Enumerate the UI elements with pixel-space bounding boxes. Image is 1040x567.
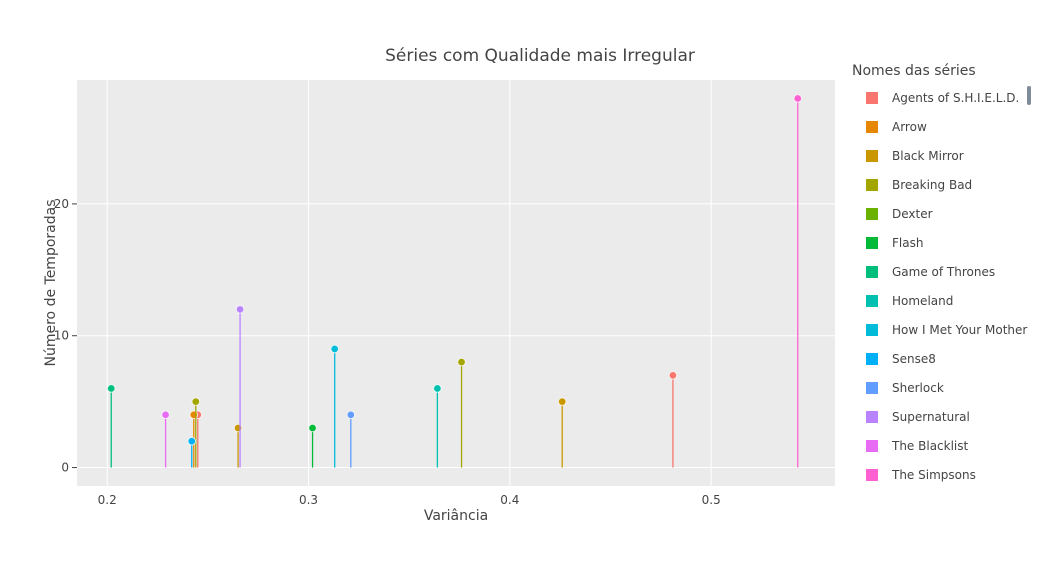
legend-item[interactable]: Sherlock bbox=[866, 381, 944, 395]
legend-label: Black Mirror bbox=[892, 149, 964, 163]
legend-item[interactable]: Flash bbox=[866, 236, 923, 250]
legend-swatch bbox=[866, 295, 878, 307]
legend-swatch bbox=[866, 469, 878, 481]
legend-label: Dexter bbox=[892, 207, 933, 221]
data-point[interactable] bbox=[668, 370, 678, 380]
data-point[interactable] bbox=[793, 94, 803, 103]
legend-swatch bbox=[866, 208, 878, 220]
legend-swatch bbox=[866, 150, 878, 162]
legend-label: Homeland bbox=[892, 294, 953, 308]
legend-item[interactable]: The Simpsons bbox=[866, 468, 976, 482]
data-point[interactable] bbox=[191, 397, 201, 406]
legend-swatch bbox=[866, 237, 878, 249]
legend-label: Game of Thrones bbox=[892, 265, 995, 279]
data-point[interactable] bbox=[308, 423, 317, 433]
data-point[interactable] bbox=[161, 410, 170, 420]
legend-swatch bbox=[866, 440, 878, 452]
legend-label: Sense8 bbox=[892, 352, 936, 366]
legend-label: Sherlock bbox=[892, 381, 944, 395]
x-tick-label: 0.4 bbox=[500, 493, 519, 507]
legend-item[interactable]: Sense8 bbox=[866, 352, 936, 366]
legend-title: Nomes das séries bbox=[852, 63, 976, 79]
data-point[interactable] bbox=[457, 357, 466, 367]
legend-label: Arrow bbox=[892, 120, 927, 134]
legend-item[interactable]: Agents of S.H.I.E.L.D. bbox=[866, 91, 1019, 105]
legend-swatch bbox=[866, 353, 878, 365]
x-tick-label: 0.5 bbox=[702, 493, 721, 507]
y-tick-label: 20 bbox=[54, 197, 69, 211]
legend-item[interactable]: Supernatural bbox=[866, 410, 970, 424]
legend-item[interactable]: Homeland bbox=[866, 294, 953, 308]
legend-label: Supernatural bbox=[892, 410, 970, 424]
legend-swatch bbox=[866, 382, 878, 394]
legend-swatch bbox=[866, 92, 878, 104]
plot-background bbox=[77, 80, 835, 486]
data-marks bbox=[106, 94, 803, 468]
legend-item[interactable]: Game of Thrones bbox=[866, 265, 995, 279]
legend-swatch bbox=[866, 179, 878, 191]
data-point[interactable] bbox=[433, 384, 442, 393]
data-point[interactable] bbox=[187, 436, 197, 446]
legend-item[interactable]: Dexter bbox=[866, 207, 933, 221]
data-point[interactable] bbox=[235, 305, 245, 314]
legend-label: Flash bbox=[892, 236, 923, 250]
legend-label: The Simpsons bbox=[891, 468, 976, 482]
legend-item[interactable]: Breaking Bad bbox=[866, 178, 972, 192]
legend[interactable]: Nomes das séries Agents of S.H.I.E.L.D. A… bbox=[852, 63, 1031, 482]
legend-item[interactable]: The Blacklist bbox=[866, 439, 969, 453]
legend-label: The Blacklist bbox=[891, 439, 969, 453]
y-tick-label: 0 bbox=[61, 461, 69, 475]
data-point[interactable] bbox=[106, 384, 116, 393]
legend-label: Agents of S.H.I.E.L.D. bbox=[892, 91, 1019, 105]
x-axis-label: Variância bbox=[424, 508, 488, 524]
x-tick-label: 0.3 bbox=[299, 493, 318, 507]
y-axis-label: Número de Temporadas bbox=[43, 200, 59, 367]
axes: 0.2 0.3 0.4 0.5 0 10 20 bbox=[54, 197, 721, 507]
data-point[interactable] bbox=[346, 410, 356, 420]
legend-swatch bbox=[866, 324, 878, 336]
legend-item[interactable]: Arrow bbox=[866, 120, 927, 134]
legend-item[interactable]: Black Mirror bbox=[866, 149, 964, 163]
legend-label: How I Met Your Mother bbox=[892, 323, 1027, 337]
data-point[interactable] bbox=[330, 344, 339, 354]
data-point[interactable] bbox=[557, 397, 567, 406]
legend-label: Breaking Bad bbox=[892, 178, 972, 192]
chart-title: Séries com Qualidade mais Irregular bbox=[385, 46, 695, 66]
grid-lines bbox=[77, 80, 835, 486]
legend-swatch bbox=[866, 411, 878, 423]
legend-swatch bbox=[866, 266, 878, 278]
legend-scrollbar[interactable] bbox=[1027, 86, 1031, 105]
legend-item[interactable]: How I Met Your Mother bbox=[866, 323, 1027, 337]
y-tick-label: 10 bbox=[54, 329, 69, 343]
legend-swatch bbox=[866, 121, 878, 133]
x-tick-label: 0.2 bbox=[98, 493, 117, 507]
